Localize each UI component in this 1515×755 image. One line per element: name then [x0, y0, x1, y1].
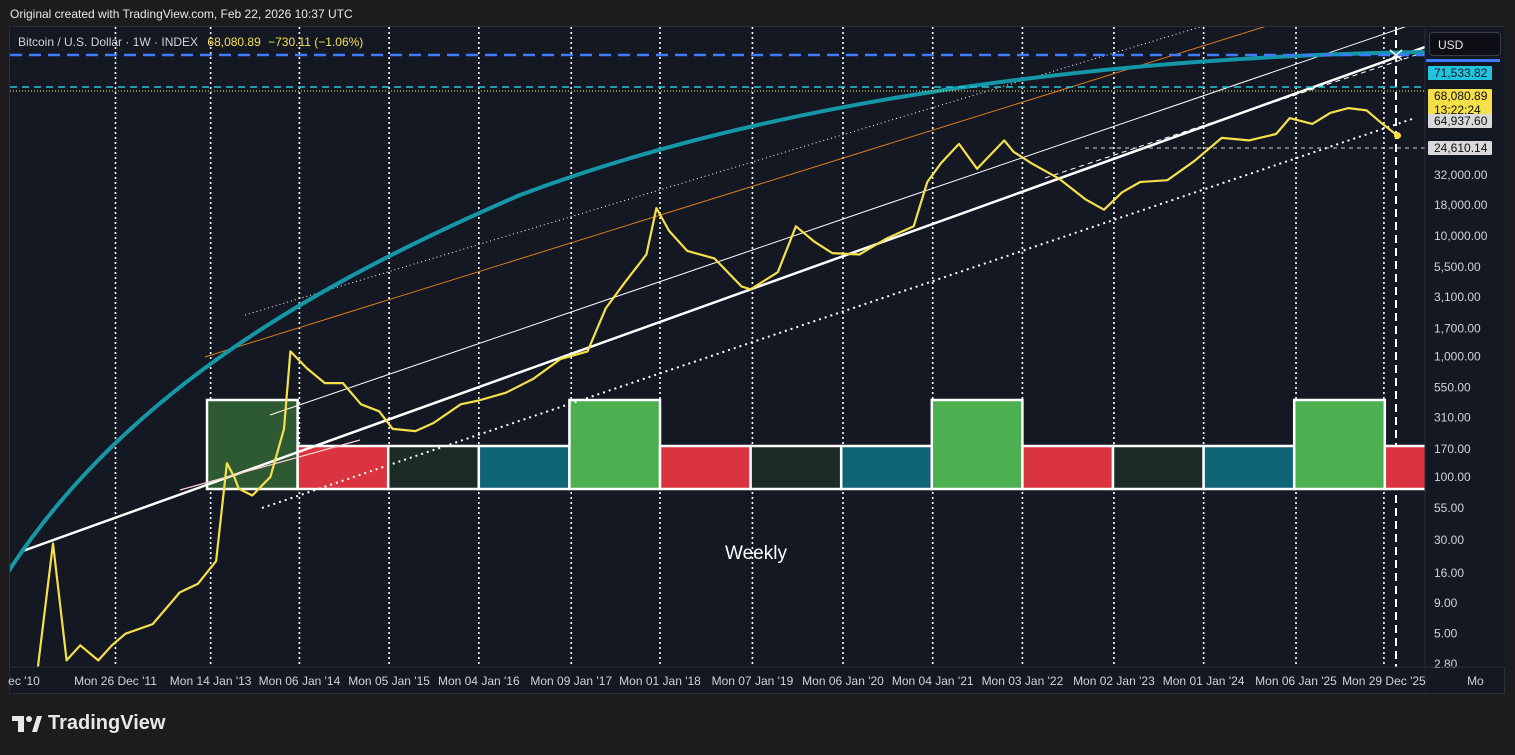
orange-line [204, 27, 1266, 358]
time-axis[interactable]: ec '10 Mon 26 Dec '11 Mon 14 Jan '13 Mon 06… [8, 674, 1484, 688]
x-tick-label: Mon 06 Jan '20 [802, 674, 884, 688]
x-tick-label: Mon 06 Jan '14 [259, 674, 341, 688]
symbol-legend[interactable]: Bitcoin / U.S. Dollar · 1W · INDEX 68,08… [18, 35, 363, 49]
btc-price-line [36, 106, 1399, 667]
x-tick-label: Mon 03 Jan '22 [982, 674, 1064, 688]
x-tick-label: Mon 04 Jan '16 [438, 674, 520, 688]
x-tick-label: Mon 07 Jan '19 [712, 674, 794, 688]
log-curve [10, 50, 1425, 573]
cycle-boxes [205, 398, 1425, 491]
channel-mid-line [1044, 51, 1425, 179]
cycle-box-red [296, 444, 390, 491]
price-label: 24,610.14 [1434, 141, 1488, 155]
lower-band-line [261, 117, 1416, 509]
blue-level-marker [1426, 59, 1500, 62]
time-axis-bg [10, 667, 1425, 693]
price-label-bg [1428, 141, 1492, 155]
trend-lines [10, 27, 1425, 573]
cycle-box-green [568, 398, 662, 491]
y-tick-label: 1,700.00 [1434, 322, 1481, 336]
cycle-box-dark [749, 444, 843, 491]
cycle-box-green [205, 398, 299, 491]
support-line [19, 45, 1425, 554]
y-tick-label: 5,500.00 [1434, 260, 1481, 274]
bar-countdown: 13:22:24 [1434, 103, 1481, 117]
price-label-bg [1428, 114, 1492, 128]
y-tick-label: 16.00 [1434, 566, 1464, 580]
price-label-bg [1428, 66, 1492, 80]
short-line [179, 439, 361, 491]
y-tick-label: 30.00 [1434, 533, 1464, 547]
price-label: 64,937.60 [1434, 114, 1488, 128]
price-series [36, 106, 1401, 667]
cycle-box-dark [386, 444, 481, 491]
cycle-box-teal [477, 444, 571, 491]
x-tick-label: Mon 01 Jan '18 [619, 674, 701, 688]
y-tick-label: 32,000.00 [1434, 168, 1488, 182]
y-tick-label: 3,100.00 [1434, 290, 1481, 304]
cycle-box-red [658, 444, 752, 491]
attribution-text: Original created with TradingView.com, F… [10, 7, 353, 21]
channel-line [269, 27, 1407, 416]
chart-annotation: Weekly [725, 543, 787, 564]
x-tick-label: Mon 02 Jan '23 [1073, 674, 1155, 688]
x-tick-label: Mon 29 Dec '25 [1342, 674, 1426, 688]
x-tick-label: Mon 14 Jan '13 [170, 674, 252, 688]
y-tick-label: 170.00 [1434, 442, 1471, 456]
price-axis-bg [1425, 27, 1505, 667]
tradingview-logo[interactable]: TradingView [12, 712, 165, 735]
x-tick-label: Mon 04 Jan '21 [892, 674, 974, 688]
x-tick-label: Mon 01 Jan '24 [1163, 674, 1245, 688]
tradingview-icon [12, 715, 42, 732]
last-price-marker [1393, 132, 1401, 140]
cycle-box-dark [1111, 444, 1205, 491]
upper-band-line [244, 27, 1201, 316]
cycle-box-teal [839, 444, 934, 491]
currency-button[interactable]: USD [1429, 32, 1501, 56]
y-tick-label: 2.80 [1434, 657, 1458, 671]
y-tick-label: 10,000.00 [1434, 229, 1488, 243]
cycle-box-green [930, 398, 1024, 491]
price-label: 68,080.89 [1434, 89, 1488, 103]
cycle-box-teal [1202, 444, 1296, 491]
y-tick-label: 550.00 [1434, 381, 1471, 395]
symbol-title: Bitcoin / U.S. Dollar · 1W · INDEX [18, 35, 199, 49]
cycle-box-green [1292, 398, 1387, 491]
cursor-icon [1389, 49, 1403, 61]
price-label-bg [1428, 89, 1492, 117]
x-tick-label: Mon 06 Jan '25 [1255, 674, 1337, 688]
y-tick-label: 1,000.00 [1434, 349, 1481, 363]
x-tick-label: Mo [1467, 674, 1484, 688]
price-label: 71,533.82 [1434, 66, 1488, 80]
y-tick-label: 100.00 [1434, 470, 1471, 484]
horizontal-levels [10, 53, 1425, 149]
x-tick-label: Mon 05 Jan '15 [348, 674, 430, 688]
x-tick-label: Mon 09 Jan '17 [530, 674, 612, 688]
vertical-grid [114, 27, 1397, 667]
y-tick-label: 18,000.00 [1434, 198, 1488, 212]
y-tick-label: 5.00 [1434, 627, 1458, 641]
x-tick-label: ec '10 [8, 674, 40, 688]
price-change: −730.11 (−1.06%) [268, 35, 364, 49]
last-price: 68,080.89 [207, 35, 261, 49]
y-tick-label: 310.00 [1434, 411, 1471, 425]
y-tick-label: 55.00 [1434, 501, 1464, 515]
y-tick-label: 9.00 [1434, 596, 1458, 610]
brand-name: TradingView [48, 712, 166, 734]
cycle-box-red [1383, 444, 1425, 491]
cycle-box-red [1021, 444, 1115, 491]
x-tick-label: Mon 26 Dec '11 [74, 674, 157, 688]
